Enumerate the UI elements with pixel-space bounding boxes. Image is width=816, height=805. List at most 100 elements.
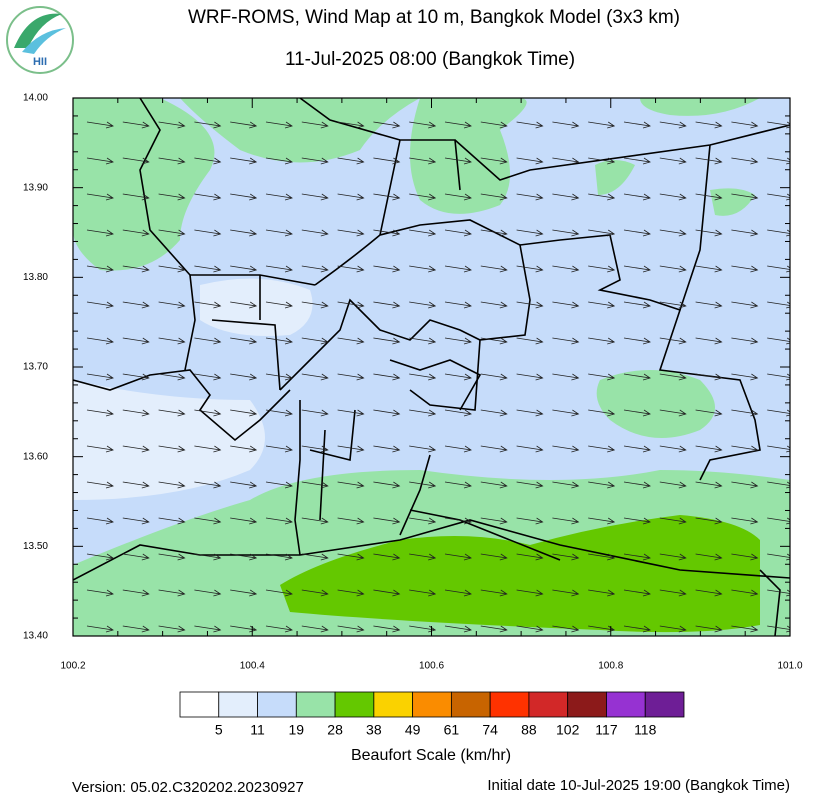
initial-date: Initial date 10-Jul-2025 19:00 (Bangkok … xyxy=(487,777,790,794)
wind-arrow xyxy=(767,193,790,201)
wind-arrow xyxy=(480,121,508,129)
wind-arrow xyxy=(301,373,329,381)
wind-arrow xyxy=(265,481,293,489)
wind-arrow xyxy=(695,481,723,489)
wind-arrow xyxy=(194,481,222,489)
bright-green-region xyxy=(280,515,760,633)
boundaries xyxy=(73,98,790,636)
wind-arrow xyxy=(731,445,759,453)
wind-arrow xyxy=(552,553,580,561)
wind-arrow xyxy=(444,553,472,561)
wind-arrow xyxy=(265,409,293,417)
colorbar-swatch xyxy=(606,691,646,718)
wind-arrow xyxy=(731,265,759,273)
wind-arrow xyxy=(588,193,616,201)
wind-arrow xyxy=(767,481,790,489)
colorbar-label: 74 xyxy=(482,722,498,738)
wind-arrow xyxy=(659,265,687,273)
wind-arrow xyxy=(659,625,687,633)
green-region xyxy=(73,98,215,271)
wind-arrow xyxy=(480,157,508,165)
wind-arrow xyxy=(158,157,186,165)
wind-arrow xyxy=(194,229,222,237)
subtitle: 11-Jul-2025 08:00 (Bangkok Time) xyxy=(285,49,575,70)
wind-arrow xyxy=(301,481,329,489)
wind-arrow xyxy=(158,517,186,525)
wind-arrow xyxy=(659,301,687,309)
wind-arrow xyxy=(588,373,616,381)
wind-arrow xyxy=(265,589,293,597)
wind-arrow xyxy=(265,625,293,633)
wind-arrow xyxy=(695,337,723,345)
wind-arrow xyxy=(194,373,222,381)
wind-arrow xyxy=(552,193,580,201)
wind-arrow xyxy=(552,337,580,345)
wind-arrow xyxy=(588,589,616,597)
colorbar-swatch xyxy=(528,691,569,718)
map xyxy=(73,98,790,636)
wind-arrow xyxy=(552,121,580,129)
wind-arrow xyxy=(695,157,723,165)
axes: 100.2 100.4 100.6 100.8 101.0 14.00 13.90 13.80… xyxy=(23,93,803,672)
wind-arrow xyxy=(158,481,186,489)
wind-arrow xyxy=(194,553,222,561)
wind-arrow xyxy=(230,373,258,381)
wind-arrow xyxy=(767,373,790,381)
wind-arrow xyxy=(265,301,293,309)
wind-arrow xyxy=(122,373,150,381)
wind-arrow xyxy=(373,553,401,561)
wind-arrow xyxy=(659,157,687,165)
colorbar-swatch xyxy=(489,691,530,718)
wind-arrow xyxy=(122,589,150,597)
logo-text: HII xyxy=(33,56,47,68)
wind-arrow xyxy=(158,193,186,201)
wind-arrow xyxy=(86,517,114,525)
wind-arrow xyxy=(480,445,508,453)
wind-arrow xyxy=(552,481,580,489)
wind-arrow xyxy=(695,265,723,273)
wind-arrow xyxy=(695,409,723,417)
wind-arrow xyxy=(301,301,329,309)
wind-arrow xyxy=(623,265,651,273)
green-region xyxy=(640,98,760,116)
wind-arrow xyxy=(373,517,401,525)
wind-arrow xyxy=(444,481,472,489)
wind-arrow xyxy=(588,445,616,453)
wind-arrow xyxy=(265,265,293,273)
wind-arrow xyxy=(194,445,222,453)
wind-arrow xyxy=(122,265,150,273)
wind-arrow xyxy=(480,373,508,381)
wind-arrow xyxy=(552,301,580,309)
wind-arrow xyxy=(230,157,258,165)
y-tick-label: 13.60 xyxy=(23,451,48,462)
colorbar-label: 88 xyxy=(521,722,537,738)
wind-arrow xyxy=(158,229,186,237)
wind-arrow xyxy=(659,373,687,381)
wind-arrow xyxy=(444,373,472,381)
wind-arrow xyxy=(552,373,580,381)
wind-arrow xyxy=(444,193,472,201)
wind-arrow xyxy=(552,625,580,633)
wind-arrow xyxy=(337,337,365,345)
wind-arrow xyxy=(731,517,759,525)
wind-arrow xyxy=(409,553,437,561)
wind-arrow xyxy=(623,157,651,165)
wind-arrow xyxy=(337,481,365,489)
wind-arrow xyxy=(444,301,472,309)
wind-arrow xyxy=(659,193,687,201)
wind-arrow xyxy=(122,193,150,201)
wind-arrow xyxy=(373,265,401,273)
wind-arrow xyxy=(516,229,544,237)
y-tick-label: 14.00 xyxy=(23,93,48,104)
green-region xyxy=(596,370,715,438)
colorbar-swatch xyxy=(334,691,375,718)
wind-arrow xyxy=(731,589,759,597)
wind-arrow xyxy=(409,337,437,345)
wind-arrow xyxy=(623,625,651,633)
wind-arrow xyxy=(444,445,472,453)
colorbar-title: Beaufort Scale (km/hr) xyxy=(351,747,511,764)
wind-arrow xyxy=(480,229,508,237)
wind-arrow xyxy=(588,121,616,129)
wind-arrow xyxy=(337,229,365,237)
wind-arrow xyxy=(158,301,186,309)
